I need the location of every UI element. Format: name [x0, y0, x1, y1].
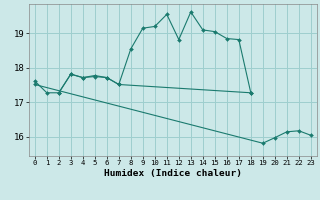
X-axis label: Humidex (Indice chaleur): Humidex (Indice chaleur): [104, 169, 242, 178]
